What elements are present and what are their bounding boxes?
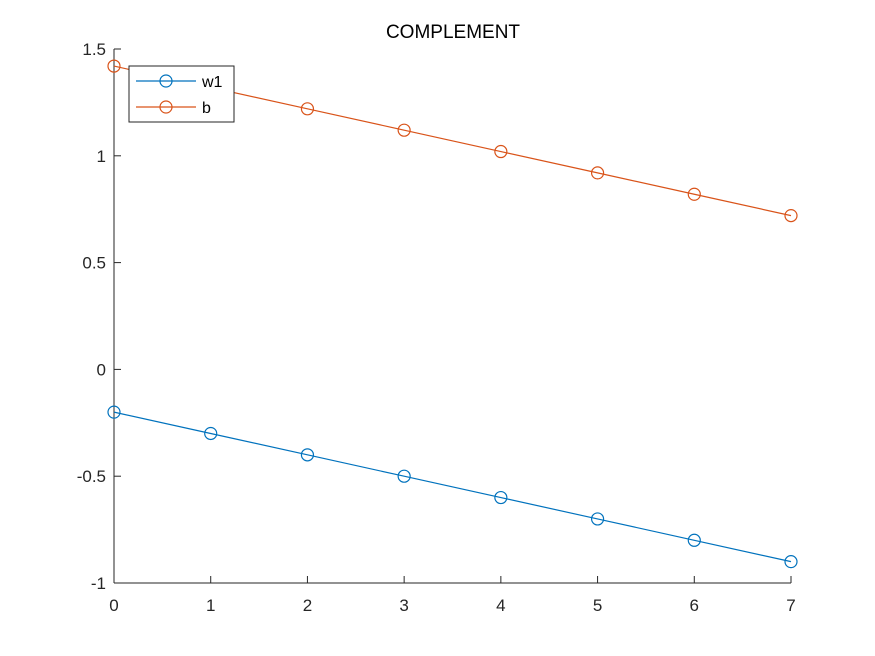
legend-marker	[159, 74, 173, 88]
data-point-w1	[107, 405, 121, 419]
data-point-b	[300, 102, 315, 116]
legend-box	[128, 65, 235, 123]
data-point-w1	[397, 469, 411, 483]
x-tick-label: 1	[206, 596, 215, 615]
data-point-b	[687, 187, 701, 201]
data-point-w1	[590, 512, 605, 526]
legend-marker	[159, 100, 173, 114]
y-tick-label: 0.5	[82, 254, 106, 273]
data-point-w1	[204, 426, 218, 441]
data-point-b	[107, 59, 121, 73]
axes: 0 1 2 3 4 5 6 7 -1 -0.5 0 0.5 1 1.5	[77, 40, 796, 615]
y-tick-label: -1	[91, 574, 106, 593]
legend-item-b: b	[136, 100, 211, 117]
y-tick-label: -0.5	[77, 467, 106, 486]
data-point-b	[784, 209, 798, 223]
data-point-w1	[784, 555, 798, 569]
data-point-b	[397, 123, 411, 137]
x-tick-label: 5	[593, 596, 602, 615]
y-tick-label: 1.5	[82, 40, 106, 59]
series-w1	[107, 405, 798, 569]
series-line-w1	[113, 411, 792, 563]
legend-item-w1: w1	[136, 74, 223, 91]
data-point-w1	[687, 533, 701, 547]
data-point-b	[590, 166, 605, 180]
chart-title: COMPLEMENT	[386, 22, 520, 43]
data-point-w1	[300, 448, 315, 462]
x-tick-label: 3	[399, 596, 408, 615]
legend: w1 b	[128, 65, 235, 123]
y-tick-label: 1	[97, 147, 106, 166]
x-tick-label: 0	[109, 596, 118, 615]
data-point-b	[494, 144, 508, 159]
x-tick-label: 4	[496, 596, 505, 615]
legend-label: b	[202, 100, 211, 117]
data-point-w1	[494, 490, 508, 505]
x-tick-label: 2	[303, 596, 312, 615]
legend-label: w1	[201, 74, 223, 91]
x-tick-label: 6	[690, 596, 699, 615]
y-tick-label: 0	[97, 360, 106, 379]
x-tick-label: 7	[786, 596, 795, 615]
